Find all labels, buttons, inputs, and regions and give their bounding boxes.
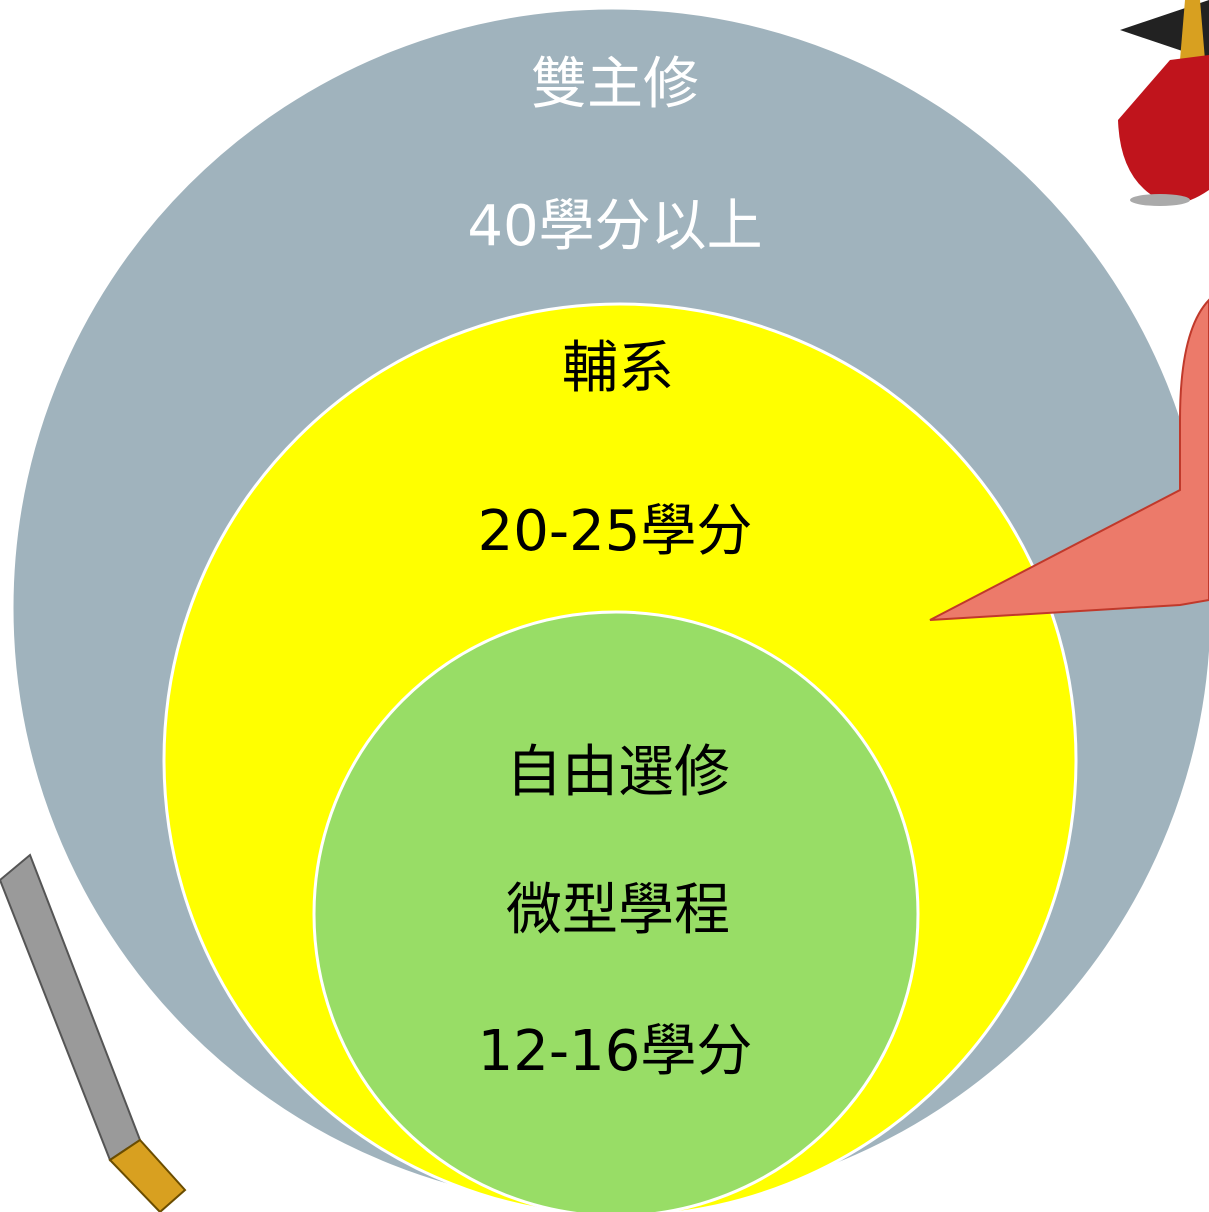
middle-line: 20-25學分 bbox=[478, 499, 753, 564]
inner-line: 自由選修 bbox=[506, 740, 730, 805]
outer-line: 40學分以上 bbox=[467, 194, 762, 259]
page: 雙主修 40學分以上 輔系 20-25學分 自由選修 微型學程 12-16學分 … bbox=[0, 0, 1209, 1212]
diagram: 雙主修 40學分以上 輔系 20-25學分 自由選修 微型學程 12-16學分 bbox=[0, 0, 1209, 1212]
middle-line: 輔系 bbox=[562, 336, 674, 401]
grad-cap-icon bbox=[1118, 0, 1209, 206]
inner-line: 12-16學分 bbox=[478, 1019, 753, 1084]
outer-line: 雙主修 bbox=[531, 52, 699, 117]
inner-line: 微型學程 bbox=[506, 878, 730, 943]
